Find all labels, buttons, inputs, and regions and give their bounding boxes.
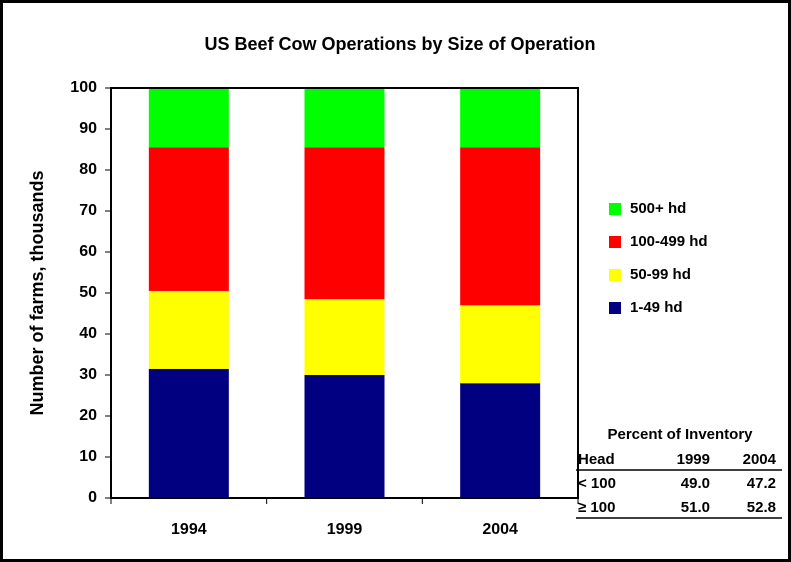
table-cell: 47.2 (747, 475, 776, 492)
legend-label: 1-49 hd (630, 299, 683, 316)
x-tick-label: 1994 (171, 521, 207, 538)
legend-label: 50-99 hd (630, 266, 691, 283)
table-title: Percent of Inventory (607, 426, 753, 443)
table-cell: 49.0 (681, 475, 710, 492)
bar-segment (460, 383, 541, 498)
bar-segment (304, 299, 385, 375)
y-tick-label: 30 (79, 366, 97, 383)
x-tick-label: 2004 (482, 521, 518, 538)
y-tick-label: 50 (79, 284, 97, 301)
legend-swatch (609, 302, 621, 314)
x-tick-label: 1999 (327, 521, 363, 538)
y-tick-label: 10 (79, 448, 97, 465)
y-tick-label: 60 (79, 243, 97, 260)
y-axis-label: Number of farms, thousands (27, 170, 47, 415)
y-tick-label: 40 (79, 325, 97, 342)
bar-segment (148, 88, 229, 148)
legend-swatch (609, 203, 621, 215)
bar-segment (148, 368, 229, 498)
chart-title: US Beef Cow Operations by Size of Operat… (204, 34, 595, 54)
y-tick-label: 100 (70, 79, 97, 96)
table-header: 1999 (677, 451, 710, 468)
table-cell: ≥ 100 (578, 499, 615, 516)
y-tick-label: 80 (79, 161, 97, 178)
legend-label: 100-499 hd (630, 233, 708, 250)
table-cell: 52.8 (747, 499, 776, 516)
table-cell: < 100 (578, 475, 616, 492)
bar-segment (304, 147, 385, 300)
y-tick-label: 0 (88, 489, 97, 506)
plot-border (110, 87, 579, 499)
bar-segment (304, 88, 385, 148)
table-header: 2004 (743, 451, 777, 468)
bar-segment (148, 290, 229, 369)
bar-segment (460, 147, 541, 306)
y-tick-label: 20 (79, 407, 97, 424)
legend-swatch (609, 236, 621, 248)
bar-segment (460, 88, 541, 148)
y-tick-label: 90 (79, 120, 97, 137)
table-cell: 51.0 (681, 499, 710, 516)
bar-segment (460, 305, 541, 384)
legend-swatch (609, 269, 621, 281)
y-tick-label: 70 (79, 202, 97, 219)
legend-label: 500+ hd (630, 200, 686, 217)
table-header: Head (578, 451, 615, 468)
bar-segment (304, 375, 385, 498)
bar-segment (148, 147, 229, 291)
